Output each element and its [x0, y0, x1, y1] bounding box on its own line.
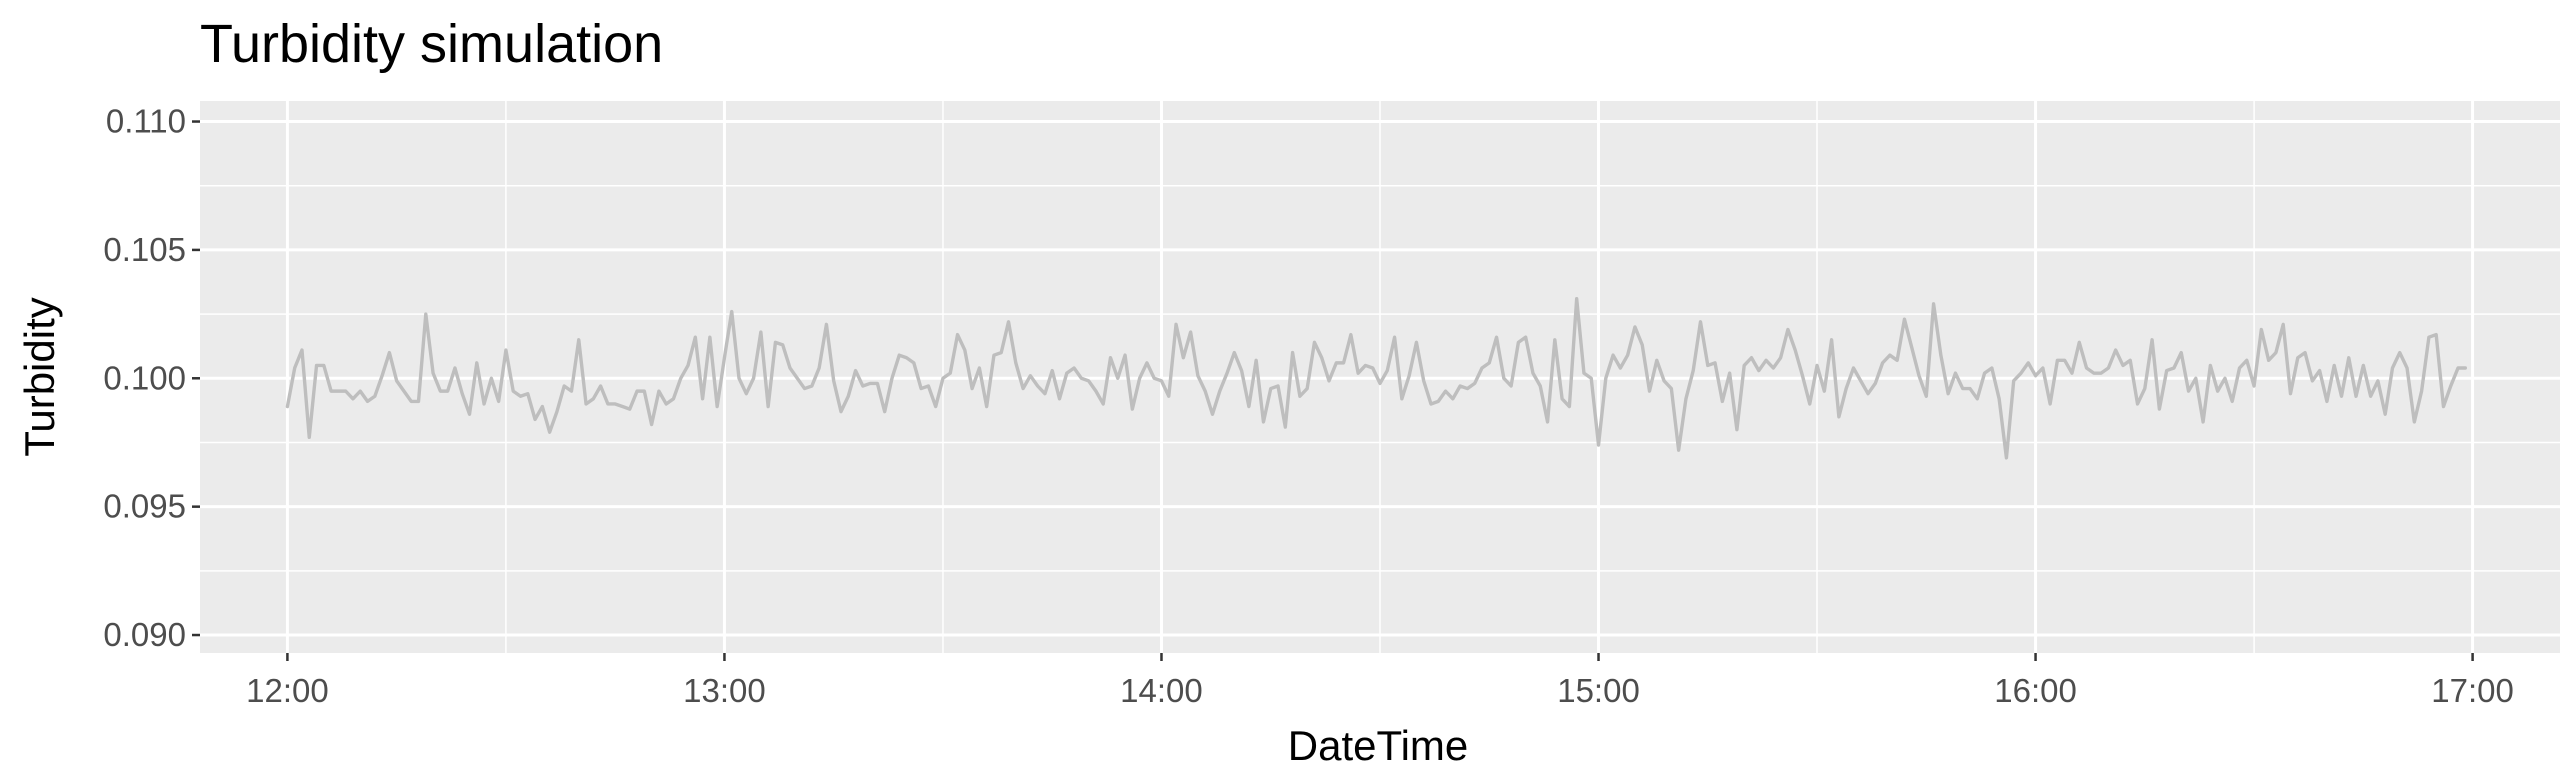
chart-title: Turbidity simulation	[200, 14, 663, 74]
minor-gridlines	[200, 101, 2560, 653]
series-layer	[285, 296, 2468, 460]
y-tick-label: 0.105	[103, 231, 186, 268]
major-gridlines	[200, 101, 2560, 653]
turbidity-series-line	[285, 296, 2468, 460]
x-tick-label: 12:00	[246, 672, 329, 709]
x-tick-label: 14:00	[1120, 672, 1203, 709]
x-tick-label: 16:00	[1994, 672, 2077, 709]
x-tick-label: 15:00	[1557, 672, 1640, 709]
x-tick-label: 17:00	[2431, 672, 2514, 709]
x-tick-label: 13:00	[683, 672, 766, 709]
y-tick-label: 0.095	[103, 488, 186, 525]
y-tick-label: 0.100	[103, 359, 186, 396]
y-tick-label: 0.110	[106, 103, 186, 140]
y-tick-label: 0.090	[103, 616, 186, 653]
y-axis-title: Turbidity	[16, 297, 63, 457]
x-axis: 12:00 13:00 14:00 15:00 16:00 17:00	[246, 653, 2514, 709]
y-axis: 0.090 0.095 0.100 0.105 0.110	[103, 103, 200, 653]
x-axis-title: DateTime	[1288, 722, 1469, 769]
